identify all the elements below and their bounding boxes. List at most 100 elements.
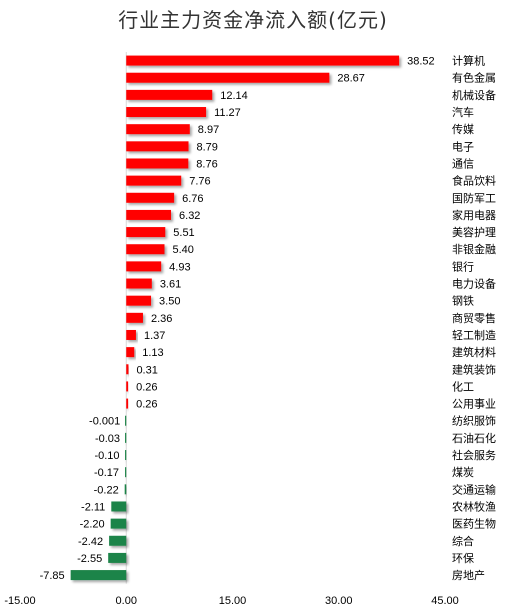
data-label: 1.13 bbox=[142, 347, 163, 359]
category-label: 电子 bbox=[452, 140, 474, 153]
data-label: -0.10 bbox=[94, 450, 119, 462]
data-label: 3.61 bbox=[160, 279, 181, 291]
category-label: 有色金属 bbox=[452, 71, 496, 85]
category-label: 建筑材料 bbox=[452, 345, 496, 359]
category-label: 公用事业 bbox=[452, 398, 496, 411]
bar bbox=[126, 278, 152, 289]
bar bbox=[124, 484, 127, 495]
bar bbox=[126, 227, 166, 238]
category-label: 食品饮料 bbox=[452, 174, 496, 188]
category-label: 汽车 bbox=[452, 105, 474, 119]
chart-title: 行业主力资金净流入额(亿元) bbox=[118, 8, 388, 32]
bar bbox=[126, 364, 129, 375]
bar bbox=[126, 72, 330, 83]
category-label: 非银金融 bbox=[452, 242, 496, 256]
data-label: 2.36 bbox=[151, 313, 172, 325]
x-tick-label: 45.00 bbox=[431, 595, 459, 607]
category-label: 煤炭 bbox=[452, 466, 474, 479]
bar bbox=[126, 295, 152, 306]
category-label: 纺织服饰 bbox=[452, 414, 496, 428]
bar bbox=[125, 415, 127, 426]
data-label: 3.50 bbox=[159, 296, 180, 308]
data-label: 6.32 bbox=[179, 210, 200, 222]
category-label: 房地产 bbox=[452, 568, 485, 582]
data-label: 5.40 bbox=[173, 244, 194, 256]
x-tick-label: 0.00 bbox=[116, 595, 137, 607]
data-label: 7.76 bbox=[189, 176, 210, 188]
bar bbox=[126, 141, 189, 152]
bar bbox=[126, 381, 129, 392]
bar bbox=[125, 467, 127, 478]
bar bbox=[125, 432, 127, 443]
data-label: -0.17 bbox=[94, 467, 119, 479]
data-label: 4.93 bbox=[169, 261, 190, 273]
data-label: -7.85 bbox=[40, 570, 65, 582]
bar bbox=[126, 192, 175, 203]
data-label: -0.03 bbox=[95, 433, 120, 445]
category-label: 通信 bbox=[452, 157, 474, 170]
data-label: 0.26 bbox=[136, 381, 157, 393]
bar bbox=[126, 312, 143, 323]
data-label: 1.37 bbox=[144, 330, 165, 342]
bar bbox=[126, 175, 182, 186]
category-label: 综合 bbox=[452, 534, 474, 548]
x-tick-label: 15.00 bbox=[219, 595, 247, 607]
bar bbox=[108, 552, 127, 563]
category-label: 交通运输 bbox=[452, 482, 496, 496]
bar bbox=[126, 89, 213, 100]
bar bbox=[110, 518, 127, 529]
bar bbox=[126, 209, 172, 220]
category-label: 美容护理 bbox=[452, 225, 496, 239]
data-label: 8.76 bbox=[196, 158, 217, 170]
data-label: 8.97 bbox=[198, 124, 219, 136]
data-label: 11.27 bbox=[214, 107, 241, 119]
data-label: -2.20 bbox=[80, 519, 105, 531]
bar bbox=[126, 55, 400, 66]
bar bbox=[126, 124, 190, 135]
bar bbox=[126, 158, 189, 169]
category-label: 商贸零售 bbox=[452, 311, 496, 325]
data-label: 38.52 bbox=[407, 56, 435, 68]
x-tick-label: 30.00 bbox=[325, 595, 353, 607]
category-label: 家用电器 bbox=[452, 208, 496, 222]
category-label: 农林牧渔 bbox=[452, 499, 496, 513]
bar bbox=[70, 570, 127, 581]
category-label: 机械设备 bbox=[452, 88, 496, 102]
bar bbox=[111, 501, 127, 512]
category-label: 社会服务 bbox=[452, 448, 496, 462]
bar bbox=[126, 329, 136, 340]
category-label: 国防军工 bbox=[452, 191, 496, 205]
data-label: 0.26 bbox=[136, 399, 157, 411]
data-label: 28.67 bbox=[337, 73, 365, 85]
category-label: 化工 bbox=[452, 379, 474, 393]
category-label: 医药生物 bbox=[452, 517, 496, 531]
category-label: 石油石化 bbox=[452, 431, 496, 445]
category-label: 电力设备 bbox=[452, 277, 496, 291]
bar bbox=[126, 347, 135, 358]
data-label: 0.31 bbox=[136, 364, 157, 376]
data-label: 12.14 bbox=[220, 90, 248, 102]
x-tick-label: -15.00 bbox=[4, 595, 35, 607]
category-label: 环保 bbox=[452, 551, 474, 565]
category-label: 计算机 bbox=[452, 54, 485, 68]
category-label: 建筑装饰 bbox=[452, 362, 496, 376]
category-label: 钢铁 bbox=[452, 295, 474, 308]
data-label: 8.79 bbox=[197, 141, 218, 153]
bar bbox=[126, 261, 162, 272]
bar bbox=[109, 535, 127, 546]
category-label: 传媒 bbox=[452, 123, 474, 136]
data-label: -2.55 bbox=[77, 553, 102, 565]
data-label: 5.51 bbox=[173, 227, 194, 239]
category-label: 轻工制造 bbox=[452, 328, 496, 342]
data-label: -0.001 bbox=[89, 416, 120, 428]
data-label: -2.42 bbox=[78, 536, 103, 548]
data-label: 6.76 bbox=[182, 193, 203, 205]
data-label: -0.22 bbox=[94, 484, 119, 496]
bar bbox=[126, 398, 129, 409]
bar bbox=[125, 450, 127, 461]
data-label: -2.11 bbox=[81, 501, 105, 513]
bar bbox=[126, 107, 207, 118]
bar bbox=[126, 244, 165, 255]
category-label: 银行 bbox=[452, 259, 474, 273]
